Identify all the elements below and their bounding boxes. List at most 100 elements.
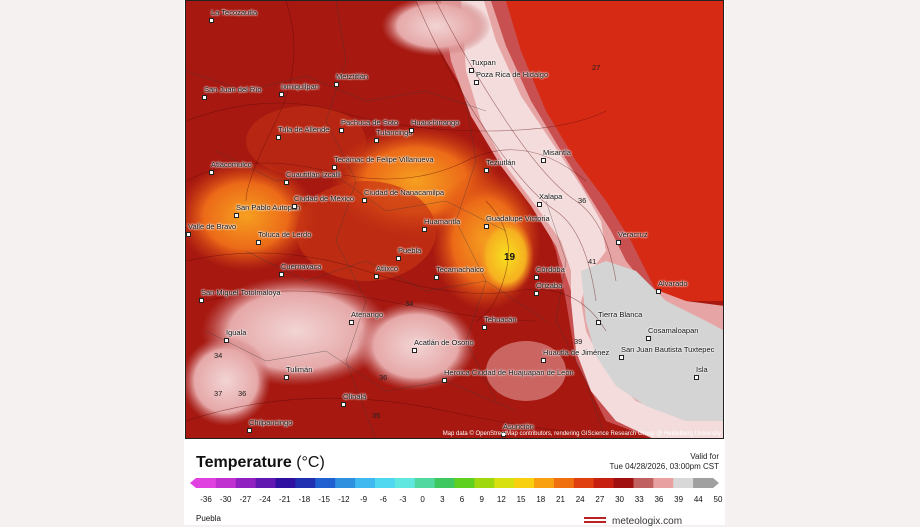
city-label: Xalapa	[539, 192, 563, 201]
city-label: Córdoba	[536, 265, 565, 274]
city-marker[interactable]	[422, 227, 427, 232]
city-label: Tierra Blanca	[598, 310, 643, 319]
color-scale-swatch	[534, 478, 555, 488]
city-marker[interactable]	[332, 165, 337, 170]
city-marker[interactable]	[396, 256, 401, 261]
legend-unit: (°C)	[296, 454, 325, 471]
color-scale-swatch	[315, 478, 336, 488]
city-marker[interactable]	[482, 325, 487, 330]
city-marker[interactable]	[284, 375, 289, 380]
city-marker[interactable]	[247, 428, 252, 433]
city-marker[interactable]	[341, 402, 346, 407]
color-scale-tick: -15	[318, 495, 330, 504]
color-scale-arrow-left	[190, 478, 196, 488]
city-marker[interactable]	[484, 168, 489, 173]
city-marker[interactable]	[276, 135, 281, 140]
city-marker[interactable]	[442, 378, 447, 383]
city-label: Atlacomulco	[211, 160, 252, 169]
city-marker[interactable]	[292, 204, 297, 209]
city-label: San Pablo Autopan	[236, 203, 301, 212]
color-scale-swatch	[474, 478, 495, 488]
city-label: Pachuca de Soto	[341, 118, 399, 127]
city-marker[interactable]	[284, 180, 289, 185]
city-marker[interactable]	[279, 272, 284, 277]
city-marker[interactable]	[541, 358, 546, 363]
color-scale-swatch	[235, 478, 257, 488]
temperature-map[interactable]: 19 La Tecozautla Ixmiquilpan San Juan del …	[185, 0, 724, 439]
us-flag-icon[interactable]	[584, 517, 606, 525]
color-scale-tick: -27	[239, 495, 252, 504]
valid-time: Tue 04/28/2026, 03:00pm CST	[609, 462, 719, 471]
city-label: Misantla	[543, 148, 571, 157]
city-label: Poza Rica de Hidalgo	[476, 70, 549, 79]
city-label: Ciudad de Nanacamilpa	[364, 188, 445, 197]
city-marker[interactable]	[362, 198, 367, 203]
contour-label: 41	[588, 257, 597, 266]
city-marker[interactable]	[209, 170, 214, 175]
city-marker[interactable]	[596, 320, 601, 325]
city-label: Tula de Allende	[278, 125, 330, 134]
city-label: San Miguel Totolmaloya	[201, 288, 281, 297]
city-marker[interactable]	[484, 224, 489, 229]
city-label: San Juan Bautista Tuxtepec	[621, 345, 715, 354]
city-label: Ixmiquilpan	[281, 82, 319, 91]
city-marker[interactable]	[374, 138, 379, 143]
color-scale-tick: -21	[278, 495, 291, 504]
city-label: Alvarado	[658, 279, 688, 288]
city-marker[interactable]	[501, 432, 506, 437]
city-marker[interactable]	[349, 320, 354, 325]
city-marker[interactable]	[334, 82, 339, 87]
city-marker[interactable]	[537, 202, 542, 207]
city-label: Metztitlán	[336, 72, 369, 81]
color-scale-tick: -24	[259, 495, 271, 504]
city-marker[interactable]	[646, 336, 651, 341]
city-marker[interactable]	[619, 355, 624, 360]
city-label: Guadalupe Victoria	[486, 214, 550, 223]
city-marker[interactable]	[541, 158, 546, 163]
city-marker[interactable]	[616, 240, 621, 245]
city-marker[interactable]	[256, 240, 261, 245]
color-scale-tick: 18	[536, 495, 546, 504]
brand-logo[interactable]: meteologix.com	[612, 516, 683, 527]
city-marker[interactable]	[209, 18, 214, 23]
contour-label: 36	[578, 196, 587, 205]
city-marker[interactable]	[374, 274, 379, 279]
city-marker[interactable]	[234, 213, 239, 218]
city-label: Heroica Ciudad de Huajuapan de León	[444, 368, 574, 377]
city-label: Tecámac de Felipe Villanueva	[334, 155, 434, 164]
color-scale-svg	[190, 478, 719, 488]
color-scale-swatch	[613, 478, 634, 488]
city-marker[interactable]	[202, 95, 207, 100]
color-scale-tick: -12	[338, 495, 350, 504]
city-marker[interactable]	[339, 128, 344, 133]
city-marker[interactable]	[534, 275, 539, 280]
contour-label: 36	[379, 373, 388, 382]
city-marker[interactable]	[656, 289, 661, 294]
city-label: Ciudad de México	[294, 194, 355, 203]
city-marker[interactable]	[186, 232, 191, 237]
city-marker[interactable]	[199, 298, 204, 303]
valid-time-block: Valid for Tue 04/28/2026, 03:00pm CST	[609, 452, 719, 472]
color-scale-bar	[190, 478, 719, 488]
location-label: Puebla	[196, 514, 221, 523]
color-scale-swatch	[434, 478, 455, 488]
city-marker[interactable]	[534, 291, 539, 296]
city-label: Cuautitlán Izcalli	[286, 170, 341, 179]
city-marker[interactable]	[469, 68, 474, 73]
city-marker[interactable]	[434, 275, 439, 280]
color-scale-tick: 33	[634, 495, 644, 504]
contour-label: 34	[214, 351, 223, 360]
city-label: Toluca de Lerdo	[258, 230, 312, 239]
city-marker[interactable]	[694, 375, 699, 380]
color-scale-swatch	[514, 478, 535, 488]
valid-label: Valid for	[690, 452, 719, 461]
city-marker[interactable]	[224, 338, 229, 343]
city-label: Valle de Bravo	[188, 222, 237, 231]
city-marker[interactable]	[279, 92, 284, 97]
city-marker[interactable]	[409, 128, 414, 133]
legend-title: Temperature (°C)	[196, 454, 325, 472]
city-marker[interactable]	[412, 348, 417, 353]
city-marker[interactable]	[474, 80, 479, 85]
city-label: Asunción	[503, 422, 534, 431]
city-label: Chilpancingo	[249, 418, 293, 427]
